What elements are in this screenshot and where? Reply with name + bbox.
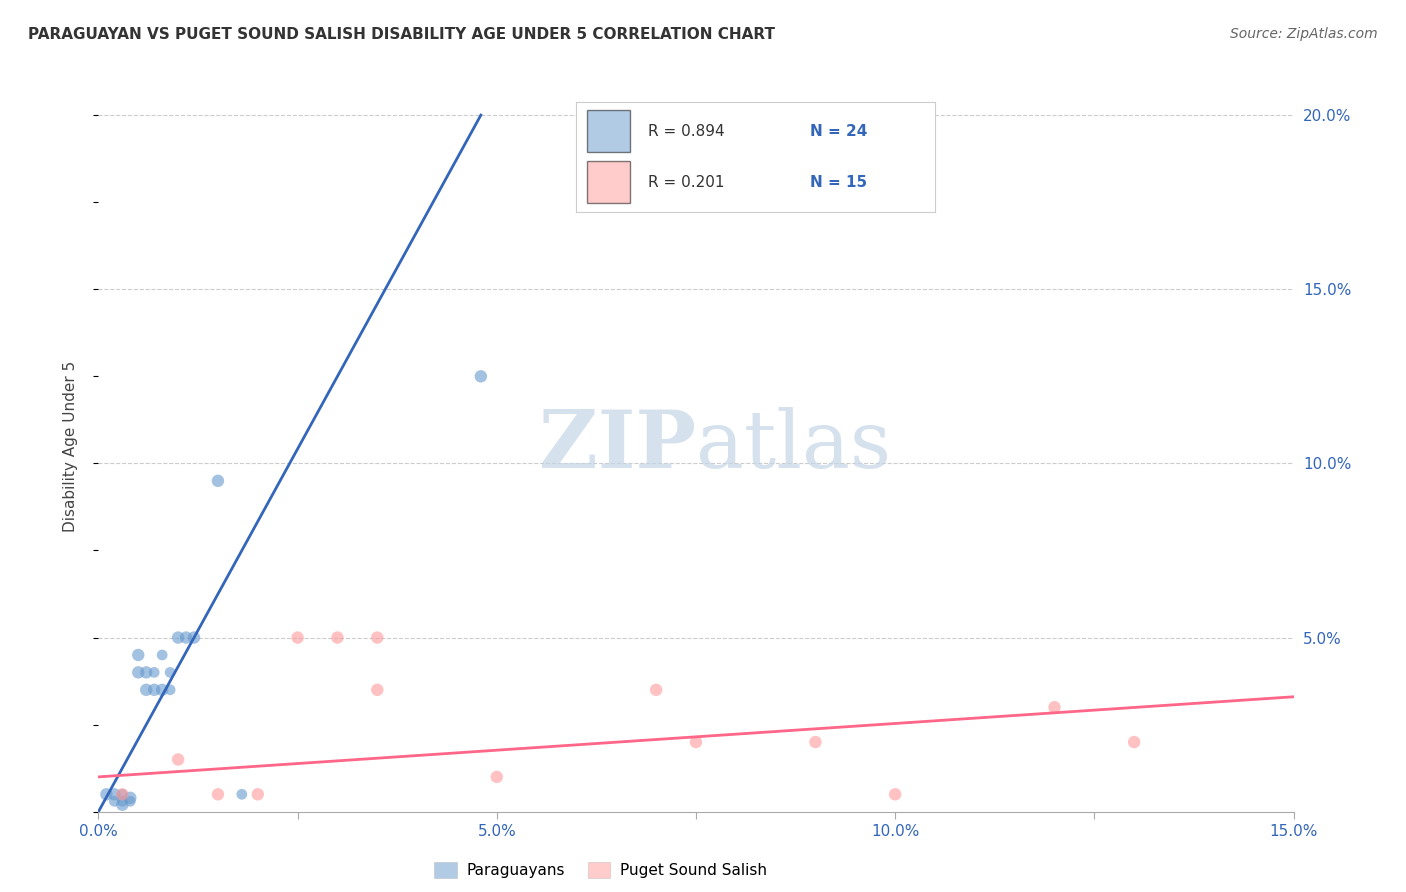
Point xyxy=(159,665,181,680)
Point xyxy=(183,631,205,645)
Point xyxy=(685,735,707,749)
Text: Source: ZipAtlas.com: Source: ZipAtlas.com xyxy=(1230,27,1378,41)
Point xyxy=(135,682,157,697)
Point xyxy=(96,787,118,801)
Point xyxy=(485,770,508,784)
Point xyxy=(111,794,134,808)
Point xyxy=(143,665,166,680)
Point xyxy=(159,682,181,697)
Point xyxy=(120,790,142,805)
Point xyxy=(287,631,309,645)
Point xyxy=(120,794,142,808)
Point xyxy=(127,665,149,680)
Point xyxy=(645,682,668,697)
Point xyxy=(207,474,229,488)
Point xyxy=(366,682,388,697)
Point xyxy=(884,787,907,801)
Point xyxy=(326,631,349,645)
Point xyxy=(127,648,149,662)
Point xyxy=(366,631,388,645)
Point xyxy=(167,631,190,645)
Text: PARAGUAYAN VS PUGET SOUND SALISH DISABILITY AGE UNDER 5 CORRELATION CHART: PARAGUAYAN VS PUGET SOUND SALISH DISABIL… xyxy=(28,27,775,42)
Point xyxy=(1043,700,1066,714)
Point xyxy=(111,787,134,801)
Point xyxy=(167,752,190,766)
Text: atlas: atlas xyxy=(696,407,891,485)
Point xyxy=(150,648,173,662)
Text: ZIP: ZIP xyxy=(538,407,696,485)
Point xyxy=(1123,735,1146,749)
Point xyxy=(207,787,229,801)
Point xyxy=(143,682,166,697)
Point xyxy=(103,794,125,808)
Point xyxy=(111,787,134,801)
Point xyxy=(804,735,827,749)
Point xyxy=(103,787,125,801)
Point xyxy=(231,787,253,801)
Legend: Paraguayans, Puget Sound Salish: Paraguayans, Puget Sound Salish xyxy=(427,856,773,885)
Point xyxy=(150,682,173,697)
Point xyxy=(135,665,157,680)
Point xyxy=(174,631,197,645)
Point xyxy=(246,787,269,801)
Point xyxy=(470,369,492,384)
Point xyxy=(111,797,134,812)
Y-axis label: Disability Age Under 5: Disability Age Under 5 xyxy=(63,360,77,532)
